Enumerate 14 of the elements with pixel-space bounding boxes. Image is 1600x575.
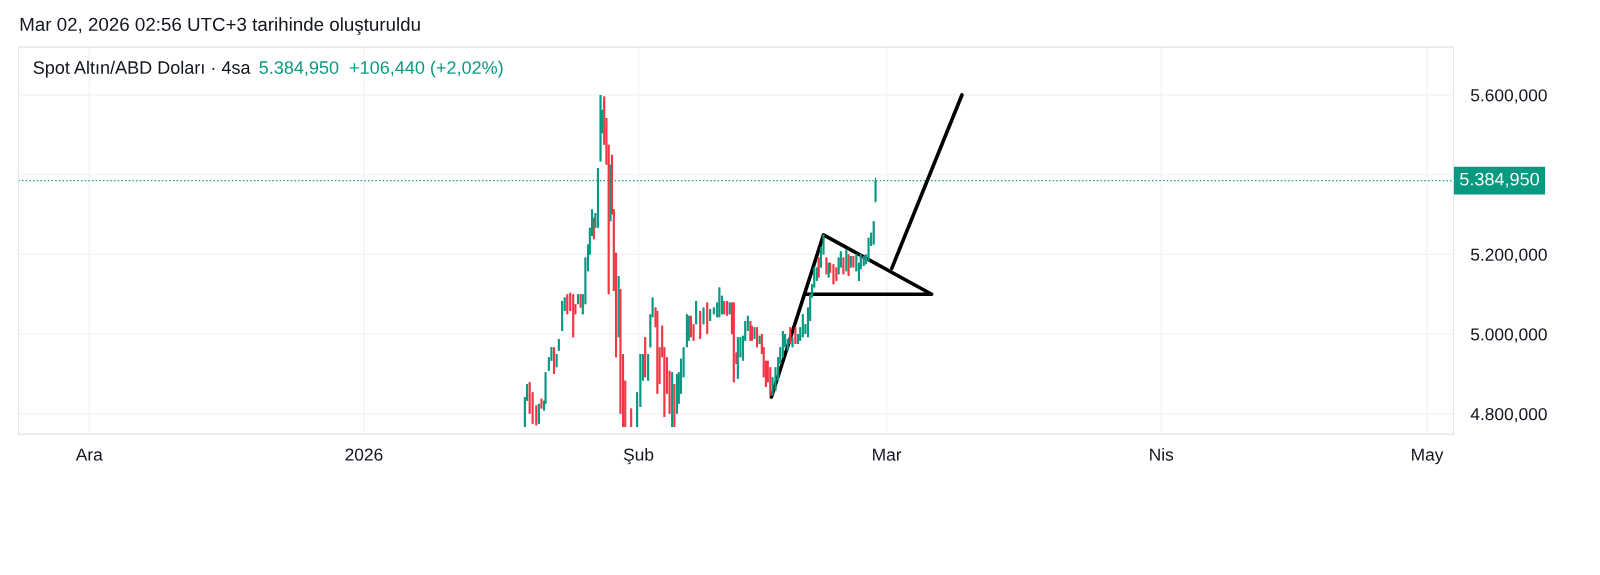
y-tick-label: 5.600,000 xyxy=(1470,89,1547,104)
x-tick-label: May xyxy=(1412,448,1444,465)
x-tick-label: Ara xyxy=(75,448,103,461)
ref-line-label: 5.384,950 xyxy=(1460,172,1539,188)
text: 5.384,950 +106,440 (+2,02%) xyxy=(259,60,503,78)
y-tick-label: 4.800,000 xyxy=(1470,407,1547,423)
x-tick-label: 2026 xyxy=(345,448,383,461)
text: Mar 02, 2026 02:56 UTC+3 tarihinde oluşturuldu xyxy=(20,17,420,35)
y-tick-label: 5.000,000 xyxy=(1470,328,1547,343)
x-tick-label: Mar xyxy=(873,448,902,461)
y-tick-label: 5.200,000 xyxy=(1470,248,1547,263)
x-tick-label: Şub xyxy=(623,448,654,465)
x-tick-label: Nis xyxy=(1150,448,1174,461)
text: Spot Altın/ABD Doları · 4sa xyxy=(33,60,251,78)
